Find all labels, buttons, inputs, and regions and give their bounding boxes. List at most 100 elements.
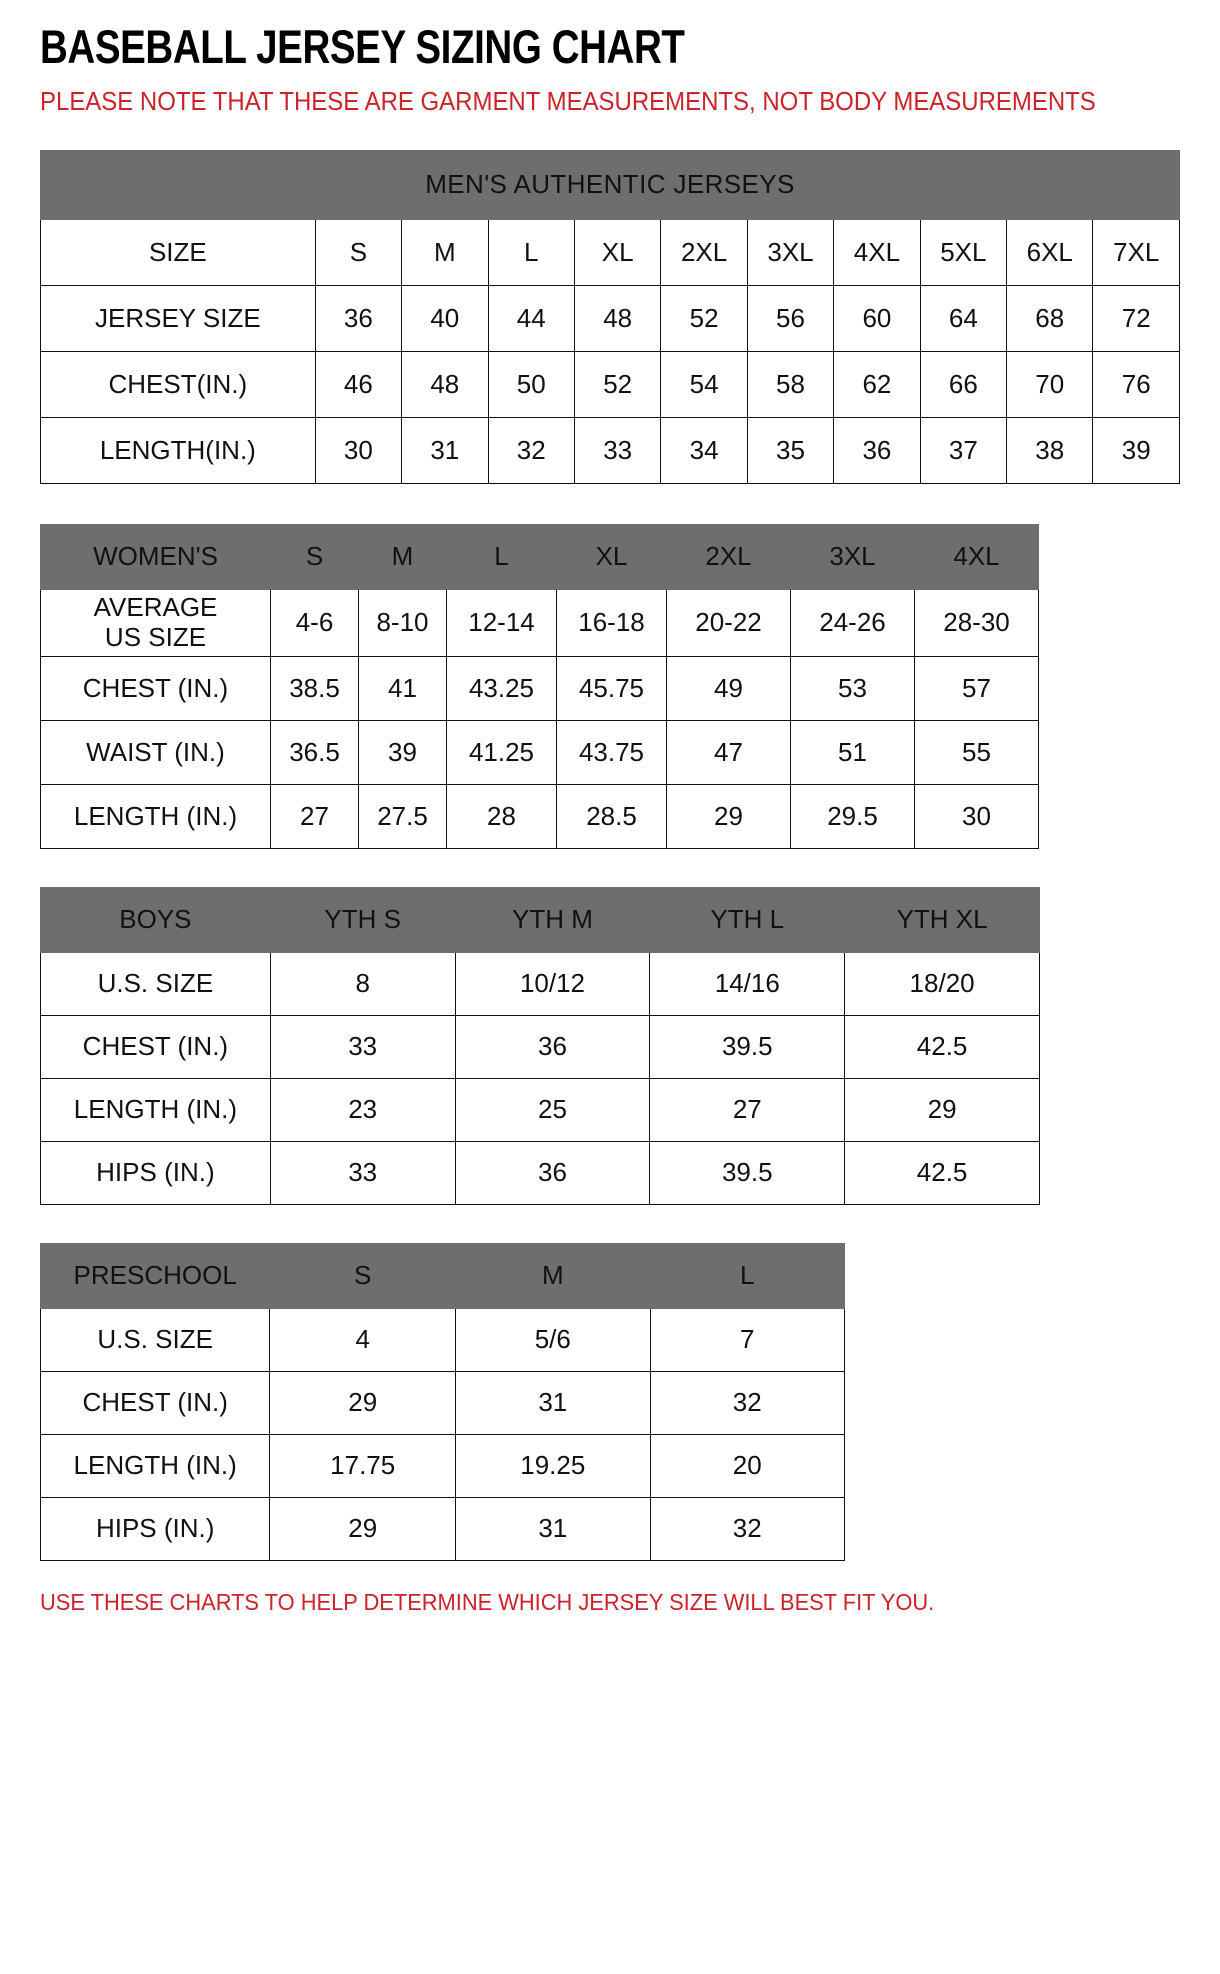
table-cell: 20-22	[666, 589, 791, 658]
table-row: U.S. SIZE 4 5/6 7	[39, 1308, 846, 1373]
table-cell: 57	[914, 656, 1039, 722]
footer-note: USE THESE CHARTS TO HELP DETERMINE WHICH…	[40, 1589, 935, 1616]
table-header-row: SIZE S M L XL 2XL 3XL 4XL 5XL 6XL 7XL	[40, 219, 1180, 287]
table-cell: 43.25	[446, 656, 557, 722]
table-cell: 41	[358, 656, 447, 722]
table-cell: 33	[269, 1141, 456, 1206]
table-cell: 7	[649, 1308, 846, 1373]
page-title: BASEBALL JERSEY SIZING CHART	[40, 20, 685, 73]
table-cell: 38.5	[270, 656, 359, 722]
table-cell: 64	[919, 285, 1008, 353]
womens-jerseys-table: WOMEN'S S M L XL 2XL 3XL 4XL AVERAGE US …	[40, 524, 1039, 850]
table-cell: 29	[269, 1497, 457, 1562]
table-cell: 58	[746, 351, 835, 419]
table-row: JERSEY SIZE 36 40 44 48 52 56 60 64 68 7…	[40, 285, 1180, 353]
column-header: S	[314, 219, 403, 287]
column-header: YTH M	[454, 887, 651, 954]
row-label: HIPS (IN.)	[40, 1141, 271, 1206]
table-cell: 36	[454, 1015, 651, 1080]
table-cell: 48	[573, 285, 662, 353]
table-cell: 47	[666, 720, 791, 786]
table-header-row: BOYS YTH S YTH M YTH L YTH XL	[40, 887, 1040, 954]
table-cell: 18/20	[844, 952, 1040, 1017]
column-header: 3XL	[746, 219, 835, 287]
table-header-row: WOMEN'S S M L XL 2XL 3XL 4XL	[40, 524, 1039, 591]
table-cell: 32	[649, 1497, 846, 1562]
table-cell: 17.75	[269, 1434, 457, 1499]
row-label-line2: US SIZE	[104, 622, 207, 653]
table-cell: 51	[790, 720, 915, 786]
boys-table-title: BOYS	[40, 887, 271, 954]
table-row: LENGTH (IN.) 27 27.5 28 28.5 29 29.5 30	[40, 784, 1039, 850]
table-cell: 36	[833, 417, 921, 485]
table-cell: 32	[649, 1371, 846, 1436]
table-row: CHEST (IN.) 29 31 32	[39, 1371, 846, 1436]
row-label: HIPS (IN.)	[39, 1497, 271, 1562]
row-label: LENGTH (IN.)	[39, 1434, 271, 1499]
table-cell: 41.25	[446, 720, 557, 786]
garment-measurement-note: PLEASE NOTE THAT THESE ARE GARMENT MEASU…	[40, 88, 1096, 117]
table-cell: 20	[649, 1434, 846, 1499]
mens-authentic-jerseys-table: MEN'S AUTHENTIC JERSEYS SIZE S M L XL 2X…	[40, 150, 1180, 485]
column-header: M	[401, 219, 489, 287]
column-header: L	[487, 219, 575, 287]
row-label: U.S. SIZE	[39, 1308, 271, 1373]
table-cell: 39.5	[649, 1015, 846, 1080]
table-row: LENGTH (IN.) 17.75 19.25 20	[39, 1434, 846, 1499]
column-header: S	[269, 1243, 457, 1310]
column-header: L	[649, 1243, 846, 1310]
table-cell: 42.5	[844, 1141, 1040, 1206]
table-cell: 5/6	[455, 1308, 651, 1373]
row-label: CHEST (IN.)	[39, 1371, 271, 1436]
table-row: CHEST(IN.) 46 48 50 52 54 58 62 66 70 76	[40, 351, 1180, 419]
table-cell: 62	[833, 351, 921, 419]
table-cell: 33	[269, 1015, 456, 1080]
table-row: AVERAGE US SIZE 4-6 8-10 12-14 16-18 20-…	[40, 589, 1039, 658]
column-header: XL	[556, 524, 667, 591]
womens-table-title: WOMEN'S	[40, 524, 271, 591]
table-cell: 39	[1092, 417, 1180, 485]
column-header: 2XL	[660, 219, 748, 287]
table-row: WAIST (IN.) 36.5 39 41.25 43.75 47 51 55	[40, 720, 1039, 786]
row-label: CHEST(IN.)	[40, 351, 316, 419]
table-cell: 45.75	[556, 656, 667, 722]
table-cell: 28.5	[556, 784, 667, 850]
table-cell: 55	[914, 720, 1039, 786]
table-cell: 49	[666, 656, 791, 722]
table-cell: 43.75	[556, 720, 667, 786]
table-cell: 42.5	[844, 1015, 1040, 1080]
row-label: LENGTH(IN.)	[40, 417, 316, 485]
column-header-size: SIZE	[40, 219, 316, 287]
table-cell: 76	[1092, 351, 1180, 419]
table-header-row: PRESCHOOL S M L	[39, 1243, 846, 1310]
table-row: HIPS (IN.) 33 36 39.5 42.5	[40, 1141, 1040, 1206]
column-header: 4XL	[914, 524, 1039, 591]
table-cell: 29	[666, 784, 791, 850]
row-label-line1: AVERAGE	[93, 592, 218, 623]
table-cell: 34	[660, 417, 748, 485]
column-header: 2XL	[666, 524, 791, 591]
table-cell: 29	[844, 1078, 1040, 1143]
table-row: LENGTH(IN.) 30 31 32 33 34 35 36 37 38 3…	[40, 417, 1180, 485]
row-label: CHEST (IN.)	[40, 656, 271, 722]
table-cell: 35	[746, 417, 835, 485]
table-cell: 28-30	[914, 589, 1039, 658]
table-cell: 30	[914, 784, 1039, 850]
table-cell: 39.5	[649, 1141, 846, 1206]
row-label: CHEST (IN.)	[40, 1015, 271, 1080]
table-cell: 23	[269, 1078, 456, 1143]
table-row: U.S. SIZE 8 10/12 14/16 18/20	[40, 952, 1040, 1017]
table-cell: 37	[919, 417, 1008, 485]
table-cell: 52	[573, 351, 662, 419]
preschool-jerseys-table: PRESCHOOL S M L U.S. SIZE 4 5/6 7 CHEST …	[39, 1243, 846, 1562]
column-header: S	[270, 524, 359, 591]
table-cell: 33	[573, 417, 662, 485]
column-header: YTH S	[269, 887, 456, 954]
table-cell: 48	[401, 351, 489, 419]
table-cell: 10/12	[454, 952, 651, 1017]
table-cell: 32	[487, 417, 575, 485]
column-header: L	[446, 524, 557, 591]
table-cell: 56	[746, 285, 835, 353]
table-cell: 36	[454, 1141, 651, 1206]
